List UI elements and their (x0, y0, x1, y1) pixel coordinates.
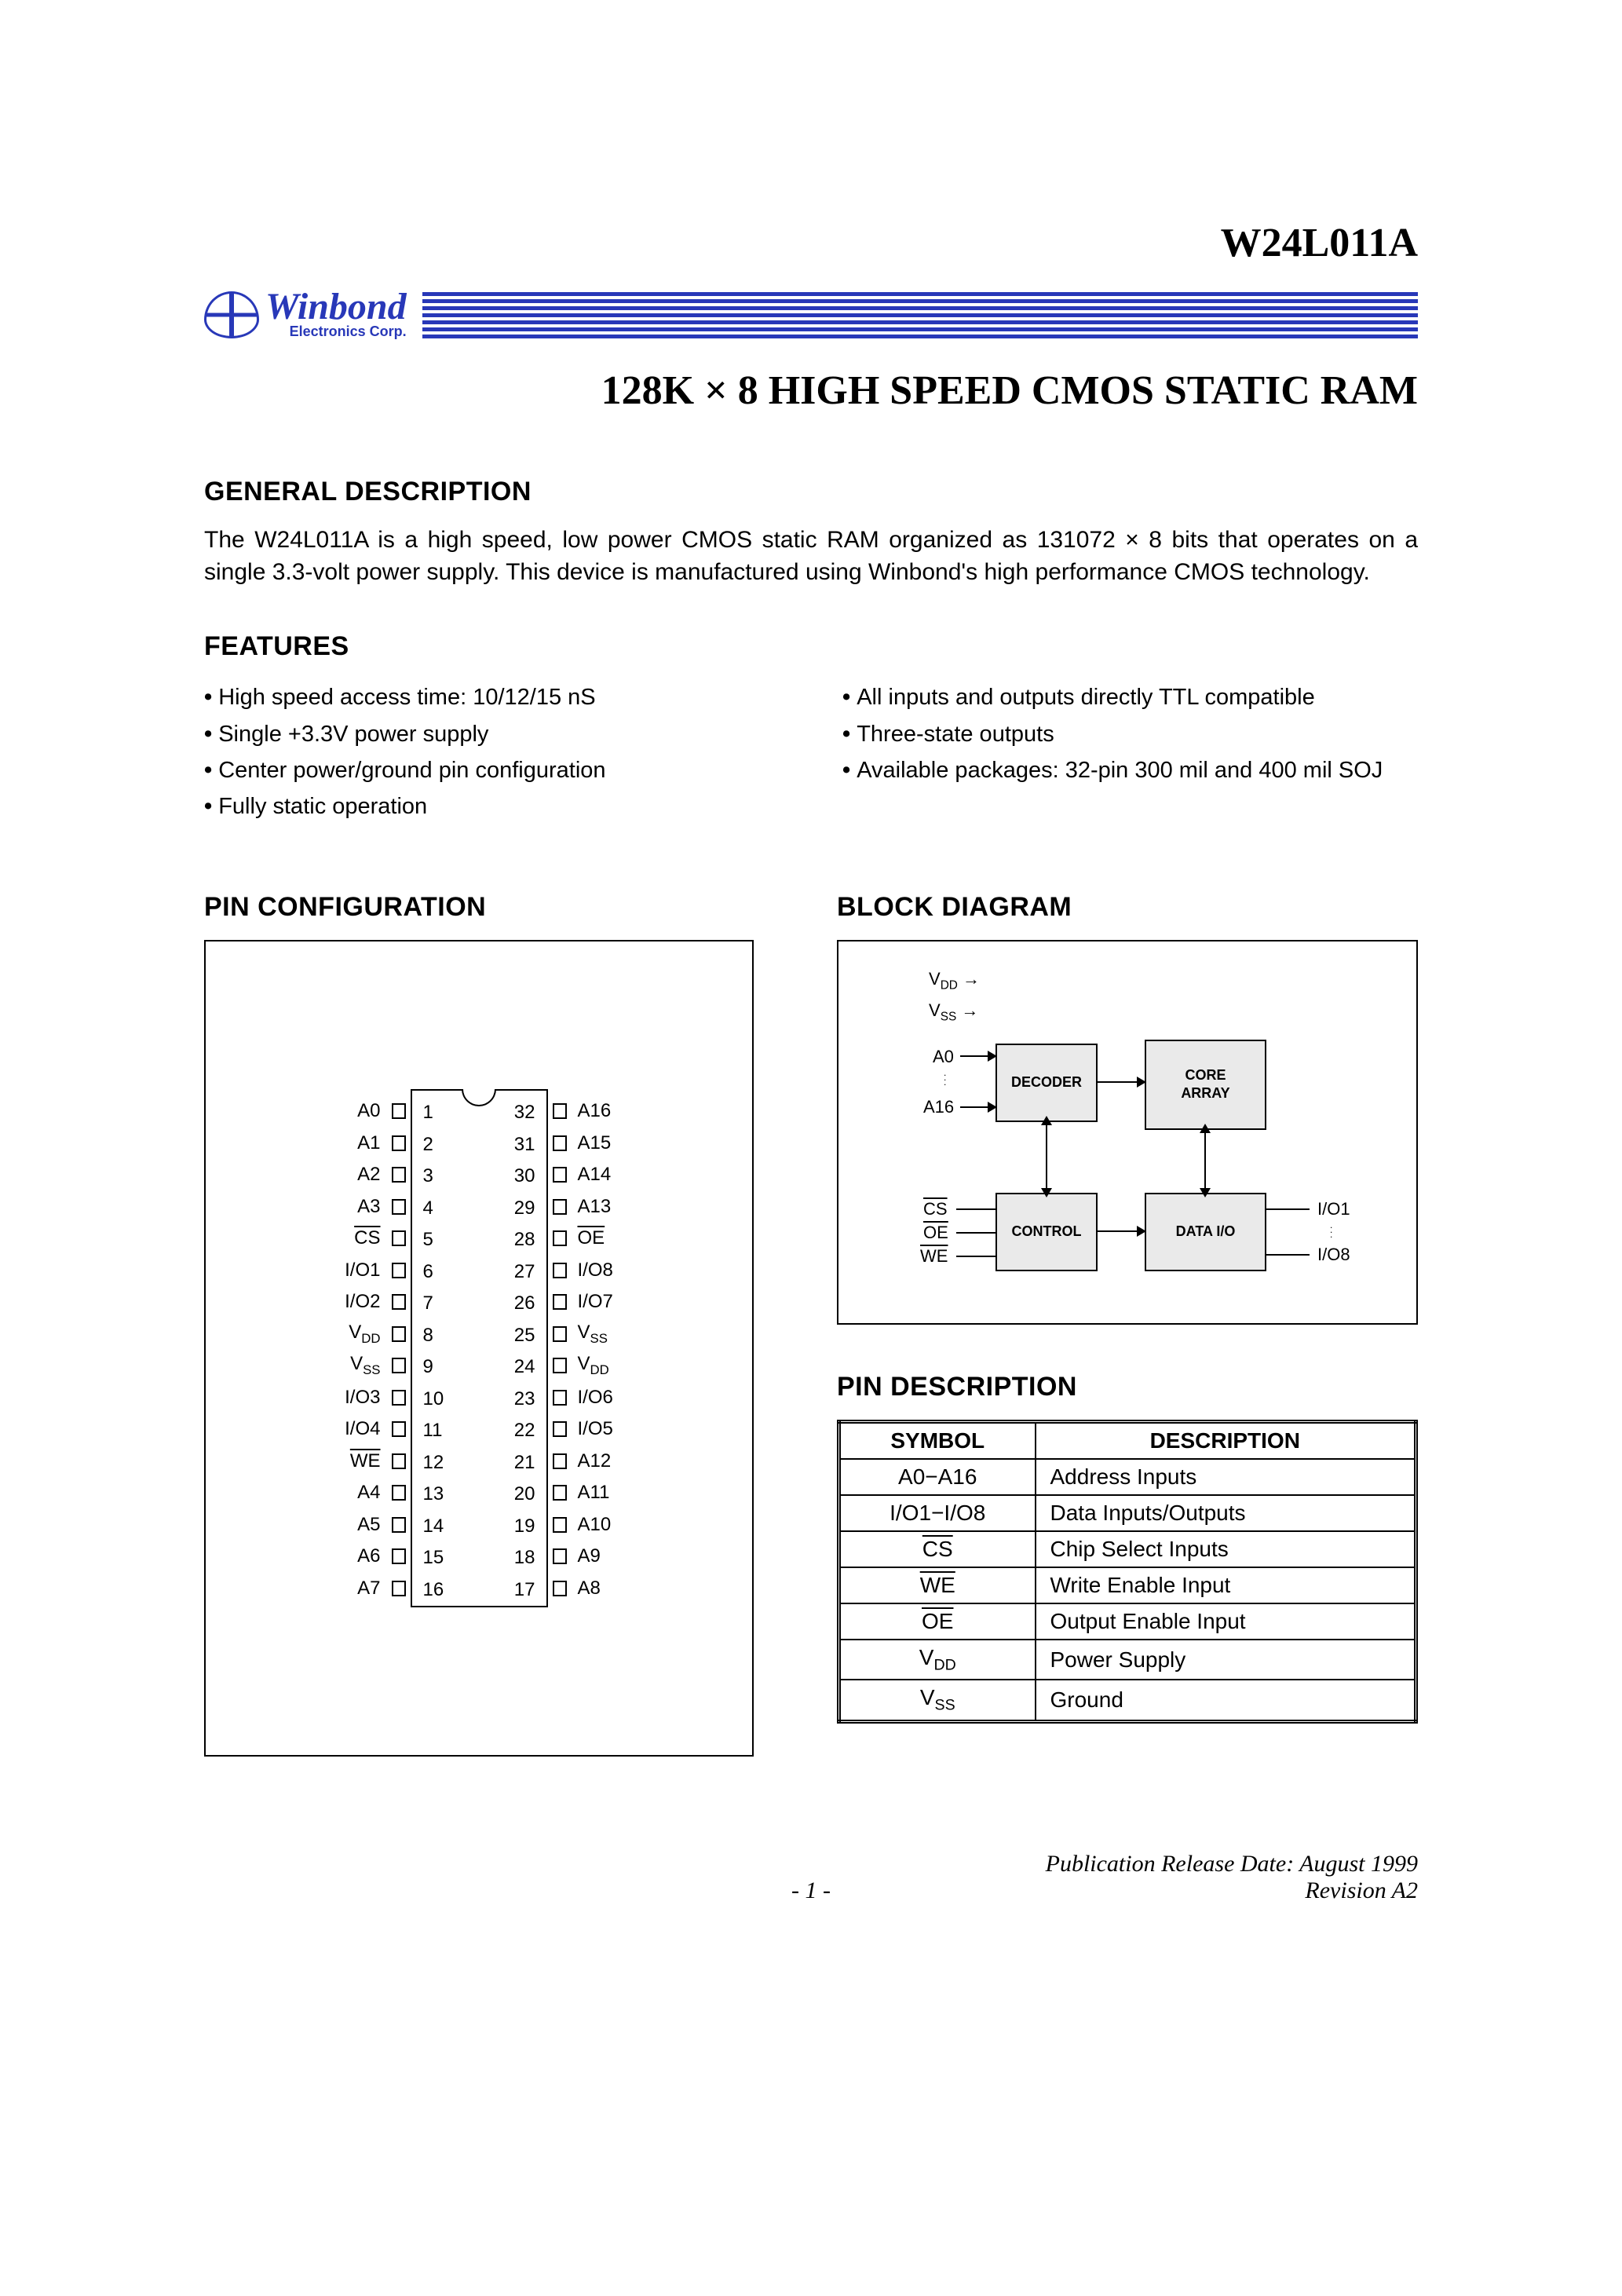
pin-row: A10 (548, 1508, 620, 1541)
heading-block-diagram: BLOCK DIAGRAM (837, 892, 1418, 923)
bd-box-core: COREARRAY (1145, 1040, 1266, 1130)
pin-row: VSS (548, 1318, 620, 1350)
bd-label-a0: A0 (933, 1047, 954, 1067)
pin-row: A5 (338, 1508, 411, 1541)
publication-date: Publication Release Date: August 1999 (204, 1851, 1418, 1877)
bd-label-io1: I/O1 (1317, 1199, 1350, 1219)
pin-row: I/O3 (338, 1381, 411, 1413)
pin-row: A14 (548, 1159, 620, 1191)
pin-row: A15 (548, 1127, 620, 1159)
product-title: 128K × 8 HIGH SPEED CMOS STATIC RAM (204, 367, 1418, 414)
heading-general-description: GENERAL DESCRIPTION (204, 477, 1418, 507)
pin-row: A2 (338, 1159, 411, 1191)
feature-item: High speed access time: 10/12/15 nS (204, 679, 780, 715)
table-row: CSChip Select Inputs (839, 1531, 1416, 1567)
pin-row: I/O4 (338, 1413, 411, 1446)
table-header-symbol: SYMBOL (839, 1421, 1036, 1459)
header-bars (422, 292, 1418, 338)
feature-item: Single +3.3V power supply (204, 716, 780, 752)
general-description-text: The W24L011A is a high speed, low power … (204, 525, 1418, 588)
bd-box-decoder: DECODER (995, 1044, 1098, 1122)
pin-row: I/O6 (548, 1381, 620, 1413)
pin-configuration-diagram: A0A1A2A3CSI/O1I/O2VDDVSSI/O3I/O4WEA4A5A6… (204, 940, 754, 1757)
brand-name: Winbond (265, 290, 407, 324)
table-row: OEOutput Enable Input (839, 1603, 1416, 1640)
pin-row: I/O5 (548, 1413, 620, 1446)
bd-label-io8: I/O8 (1317, 1245, 1350, 1265)
pin-row: A11 (548, 1477, 620, 1509)
bd-label-vdd: VDD → (929, 969, 980, 993)
table-row: WEWrite Enable Input (839, 1567, 1416, 1603)
bd-box-dataio: DATA I/O (1145, 1193, 1266, 1271)
features-list-left: High speed access time: 10/12/15 nSSingl… (204, 679, 780, 825)
heading-pin-configuration: PIN CONFIGURATION (204, 892, 774, 923)
block-diagram: VDD → VSS → A0 ... A16 DECODER COREARRAY… (837, 940, 1418, 1325)
feature-item: Center power/ground pin configuration (204, 752, 780, 788)
pin-row: I/O8 (548, 1254, 620, 1286)
pin-row: A8 (548, 1572, 620, 1604)
pin-row: A13 (548, 1190, 620, 1223)
features-list-right: All inputs and outputs directly TTL comp… (842, 679, 1418, 788)
pin-row: VSS (338, 1350, 411, 1382)
page-number: - 1 - (791, 1877, 831, 1904)
pin-row: I/O2 (338, 1286, 411, 1318)
bd-label-we: WE (920, 1246, 948, 1267)
pin-row: WE (338, 1445, 411, 1477)
pin-description-table: SYMBOL DESCRIPTION A0−A16Address InputsI… (837, 1420, 1418, 1724)
pin-row: A6 (338, 1541, 411, 1573)
globe-icon (204, 291, 259, 338)
pin-row: I/O7 (548, 1286, 620, 1318)
pin-row: OE (548, 1223, 620, 1255)
bd-box-control: CONTROL (995, 1193, 1098, 1271)
pin-row: I/O1 (338, 1254, 411, 1286)
feature-item: Fully static operation (204, 788, 780, 824)
bd-label-oe: OE (923, 1223, 948, 1243)
part-number: W24L011A (204, 220, 1418, 266)
pin-row: A9 (548, 1541, 620, 1573)
heading-pin-description: PIN DESCRIPTION (837, 1372, 1418, 1402)
pin-row: A0 (338, 1095, 411, 1128)
heading-features: FEATURES (204, 631, 1418, 662)
feature-item: All inputs and outputs directly TTL comp… (842, 679, 1418, 715)
pin-row: CS (338, 1223, 411, 1255)
pin-row: A1 (338, 1127, 411, 1159)
pin-row: VDD (338, 1318, 411, 1350)
pin-row: A3 (338, 1190, 411, 1223)
pin-row: VDD (548, 1350, 620, 1382)
table-row: I/O1−I/O8Data Inputs/Outputs (839, 1495, 1416, 1531)
brand-logo: Winbond Electronics Corp. (204, 290, 407, 340)
table-row: A0−A16Address Inputs (839, 1459, 1416, 1495)
bd-label-cs: CS (923, 1199, 948, 1219)
logo-header-row: Winbond Electronics Corp. (204, 290, 1418, 340)
page-footer: - 1 - Publication Release Date: August 1… (204, 1851, 1418, 1904)
pin-row: A7 (338, 1572, 411, 1604)
table-header-description: DESCRIPTION (1036, 1421, 1416, 1459)
brand-subtitle: Electronics Corp. (265, 324, 407, 340)
bd-label-a16: A16 (923, 1097, 954, 1117)
pin-row: A16 (548, 1095, 620, 1128)
pin-row: A12 (548, 1445, 620, 1477)
feature-item: Available packages: 32-pin 300 mil and 4… (842, 752, 1418, 788)
table-row: VSSGround (839, 1680, 1416, 1721)
feature-item: Three-state outputs (842, 716, 1418, 752)
bd-label-vss: VSS → (929, 1000, 978, 1024)
table-row: VDDPower Supply (839, 1640, 1416, 1680)
pin-row: A4 (338, 1477, 411, 1509)
